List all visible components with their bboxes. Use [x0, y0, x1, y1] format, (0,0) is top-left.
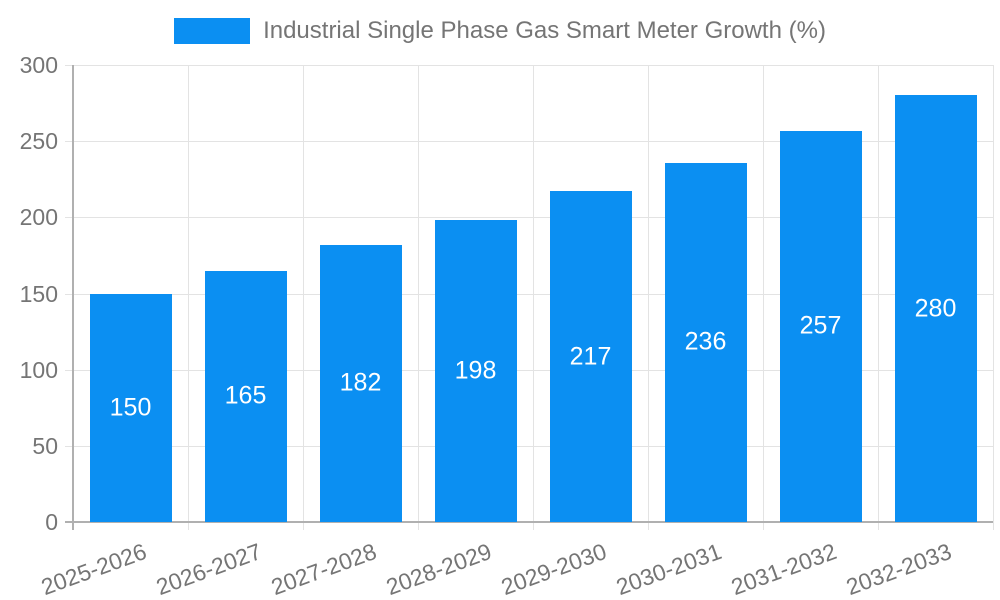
v-gridline: [992, 65, 994, 530]
v-gridline: [187, 65, 189, 530]
bar-value-label: 280: [914, 294, 957, 323]
h-gridline: [65, 141, 993, 143]
bar-value-label: 198: [454, 356, 497, 385]
bar: 217: [549, 191, 632, 522]
v-gridline: [762, 65, 764, 530]
bar-value-label: 236: [684, 327, 727, 356]
bar: 236: [664, 162, 747, 522]
h-gridline: [65, 369, 993, 371]
bar: 257: [779, 130, 862, 522]
y-tick-label: 200: [19, 204, 58, 231]
y-tick-label: 0: [45, 509, 58, 535]
bar-value-label: 182: [339, 368, 382, 397]
v-gridline: [647, 65, 649, 530]
bar: 182: [319, 244, 402, 522]
h-gridline: [65, 65, 993, 66]
h-gridline: [65, 293, 993, 295]
bar-value-label: 257: [799, 311, 842, 340]
y-axis-line: [72, 65, 74, 530]
h-gridline: [65, 445, 993, 447]
x-axis-line: [65, 521, 993, 523]
bar: 198: [434, 220, 517, 522]
bar-value-label: 165: [224, 381, 267, 410]
y-tick-label: 150: [19, 280, 58, 307]
y-tick-label: 250: [19, 128, 58, 155]
plot-area: 150 165 182 198 217 236 257 280: [65, 65, 994, 530]
legend: Industrial Single Phase Gas Smart Meter …: [0, 17, 1000, 45]
bar-value-label: 217: [569, 342, 612, 371]
y-tick-label: 50: [32, 432, 58, 459]
y-tick-label: 100: [19, 356, 58, 383]
h-gridline: [65, 217, 993, 219]
legend-label: Industrial Single Phase Gas Smart Meter …: [263, 17, 826, 44]
v-gridline: [417, 65, 419, 530]
bar: 280: [894, 95, 977, 522]
v-gridline: [302, 65, 304, 530]
y-tick-label: 300: [19, 52, 58, 78]
bar: 150: [89, 293, 172, 522]
bar-value-label: 150: [109, 393, 152, 422]
legend-item[interactable]: Industrial Single Phase Gas Smart Meter …: [174, 17, 826, 45]
v-gridline: [877, 65, 879, 530]
bar: 165: [204, 270, 287, 522]
legend-swatch-icon: [174, 18, 251, 44]
v-gridline: [532, 65, 534, 530]
